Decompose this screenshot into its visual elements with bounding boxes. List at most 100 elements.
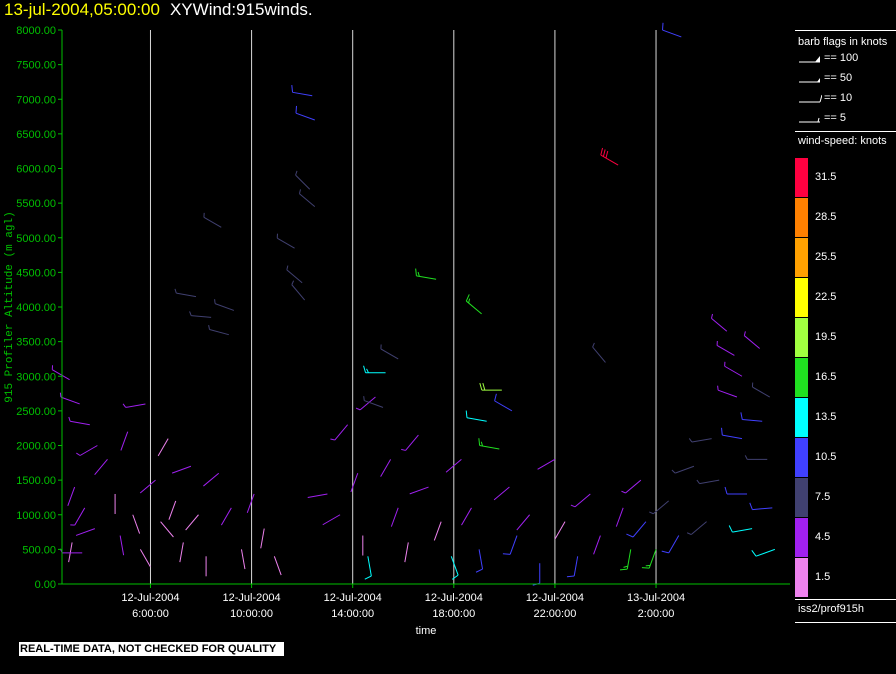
barb-staff (359, 396, 376, 411)
barb-staff (724, 365, 743, 377)
wind-barb (286, 265, 303, 284)
wind-barb (696, 479, 720, 485)
barb-staff (185, 514, 199, 531)
wind-barb (461, 507, 472, 526)
barb-feather (174, 288, 177, 294)
wind-barb (717, 385, 738, 398)
wind-barb (740, 412, 763, 422)
barb-staff (404, 542, 409, 563)
barb-staff (691, 438, 712, 443)
barb-staff (626, 549, 632, 570)
wind-barb (120, 431, 129, 451)
barb-legend-item: == 100 (798, 52, 893, 67)
barb-staff (674, 465, 695, 474)
wind-barb (185, 514, 199, 531)
axes: 12-Jul-2004 6:00:00 12-Jul-2004 10:00:00 12-… (4, 25, 790, 637)
speed-legend-item: 1.5 (795, 558, 896, 597)
barb-staff (662, 29, 682, 38)
wind-barb (415, 268, 437, 280)
barb-staff (191, 315, 212, 318)
wind-barb (390, 507, 399, 527)
barb-feather (626, 533, 634, 538)
barb-staff (554, 521, 566, 540)
barb-feather (291, 85, 294, 93)
barb-staff (295, 112, 315, 121)
wind-barb (273, 556, 282, 576)
wind-barb (276, 233, 295, 249)
wind-barb (168, 500, 177, 520)
speed-legend-item: 7.5 (795, 478, 896, 517)
barb-staff (744, 335, 760, 349)
speed-legend-label: 1.5 (815, 571, 831, 583)
barb-staff (648, 549, 657, 569)
barb-legend-item: == 10 (798, 92, 893, 107)
barb-staff (625, 479, 642, 494)
wind-barb (119, 535, 125, 556)
barb-feather (76, 452, 81, 456)
barb-staff (322, 514, 341, 526)
barb-feather (751, 550, 757, 557)
barb-staff (350, 473, 359, 493)
wind-barb (330, 424, 349, 441)
barb-staff (537, 458, 556, 470)
barb-staff (450, 556, 459, 576)
wind-barb (619, 549, 632, 571)
barb-staff (67, 486, 76, 507)
speed-legend-label: 22.5 (815, 291, 837, 303)
barb-feather (366, 368, 370, 374)
wind-barb (51, 365, 70, 381)
wind-barb (743, 331, 760, 349)
wind-barb (641, 549, 657, 569)
barb-feather (740, 412, 743, 420)
wind-barb (160, 521, 174, 538)
wind-barb (710, 313, 728, 332)
wind-barbs (51, 22, 776, 586)
barb-feather (480, 441, 484, 447)
barb-staff (203, 472, 220, 487)
speed-legend-label: 13.5 (815, 411, 837, 423)
y-tick-label: 8000.00 (16, 25, 56, 37)
x-tick-label: 10:00:00 (230, 608, 273, 620)
barb-feather (621, 490, 626, 494)
barb-feather (721, 427, 723, 436)
x-tick-label: 12-Jul-2004 (121, 592, 179, 604)
wind-barb (246, 493, 255, 513)
barb-staff (94, 459, 108, 475)
wind-barb (554, 521, 566, 540)
barb-staff (494, 400, 513, 412)
wind-profile-plot: 12-Jul-2004 6:00:00 12-Jul-2004 10:00:00 12-… (4, 22, 790, 637)
barb-staff (260, 528, 265, 549)
speed-legend-item: 31.5 (795, 158, 896, 197)
wind-barb (307, 493, 328, 498)
wind-barb (291, 85, 313, 97)
barb-staff (466, 417, 487, 422)
barb-staff (139, 479, 156, 494)
barb-staff (592, 346, 606, 363)
barb-staff (668, 535, 680, 554)
wind-barb (70, 507, 86, 526)
source-label: iss2/prof915h (795, 600, 896, 623)
barb-staff (478, 549, 484, 570)
barb-staff (615, 507, 624, 527)
barb-feather (468, 298, 471, 304)
barb-staff (70, 420, 90, 426)
y-tick-label: 5500.00 (16, 198, 56, 210)
barb-legend-label: == 10 (824, 92, 853, 104)
barb-staff (752, 386, 771, 398)
speed-legend-label: 16.5 (815, 371, 837, 383)
wind-barb (716, 340, 735, 356)
wind-barb (355, 396, 376, 411)
barb-staff (171, 465, 192, 474)
wind-barb (615, 507, 624, 527)
barb-feather (189, 311, 192, 316)
wind-barb (380, 459, 392, 477)
barb-feather (451, 574, 459, 580)
barb-feather (502, 553, 511, 555)
wind-barb (724, 486, 748, 495)
barb-feather (482, 382, 486, 391)
speed-swatch (795, 558, 808, 597)
speed-legend-label: 31.5 (815, 171, 837, 183)
y-tick-label: 6000.00 (16, 164, 56, 176)
barb-feather (717, 385, 719, 391)
y-axis-title: 915 Profiler Altitude (m agl) (4, 211, 16, 402)
